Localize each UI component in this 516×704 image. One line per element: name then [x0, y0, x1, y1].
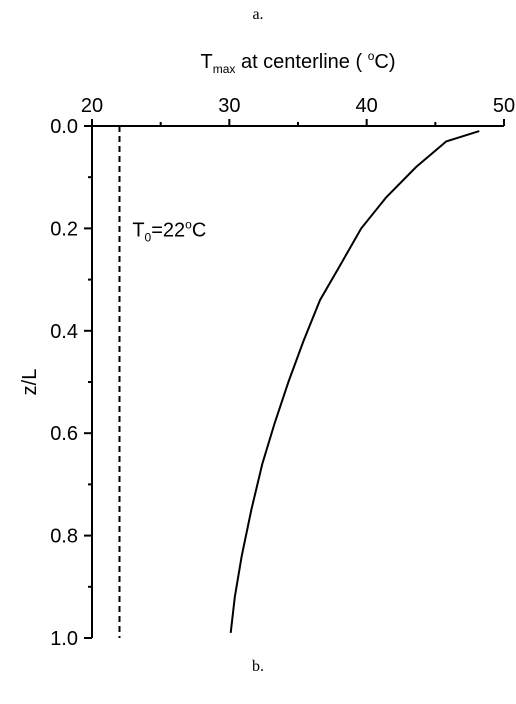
y-tick-label-1.0: 1.0	[50, 628, 78, 650]
tmax-curve	[229, 130, 480, 634]
caption-a: a.	[252, 6, 264, 23]
y-tick-label-0.4: 0.4	[50, 321, 78, 343]
x-tick-label-40: 40	[356, 95, 378, 117]
y-tick-label-0.2: 0.2	[50, 218, 78, 240]
t0-annotation: T0=22oC	[132, 217, 206, 244]
caption-b: b.	[252, 658, 264, 675]
chart-series	[118, 126, 480, 638]
chart-ticks	[84, 119, 505, 639]
y-axis-label: z/L	[19, 369, 41, 396]
x-tick-label-20: 20	[81, 95, 103, 117]
x-tick-label-50: 50	[493, 95, 515, 117]
x-tick-label-30: 30	[218, 95, 240, 117]
y-tick-label-0.0: 0.0	[50, 116, 78, 138]
chart-tick-labels: 20 30 40 50 0.0 0.2 0.4 0.6 0.8 1.0	[50, 95, 515, 650]
y-tick-label-0.6: 0.6	[50, 423, 78, 445]
x-axis-label: Tmax at centerline ( oC)	[201, 49, 396, 76]
chart-axes	[91, 125, 504, 638]
y-tick-label-0.8: 0.8	[50, 526, 78, 548]
